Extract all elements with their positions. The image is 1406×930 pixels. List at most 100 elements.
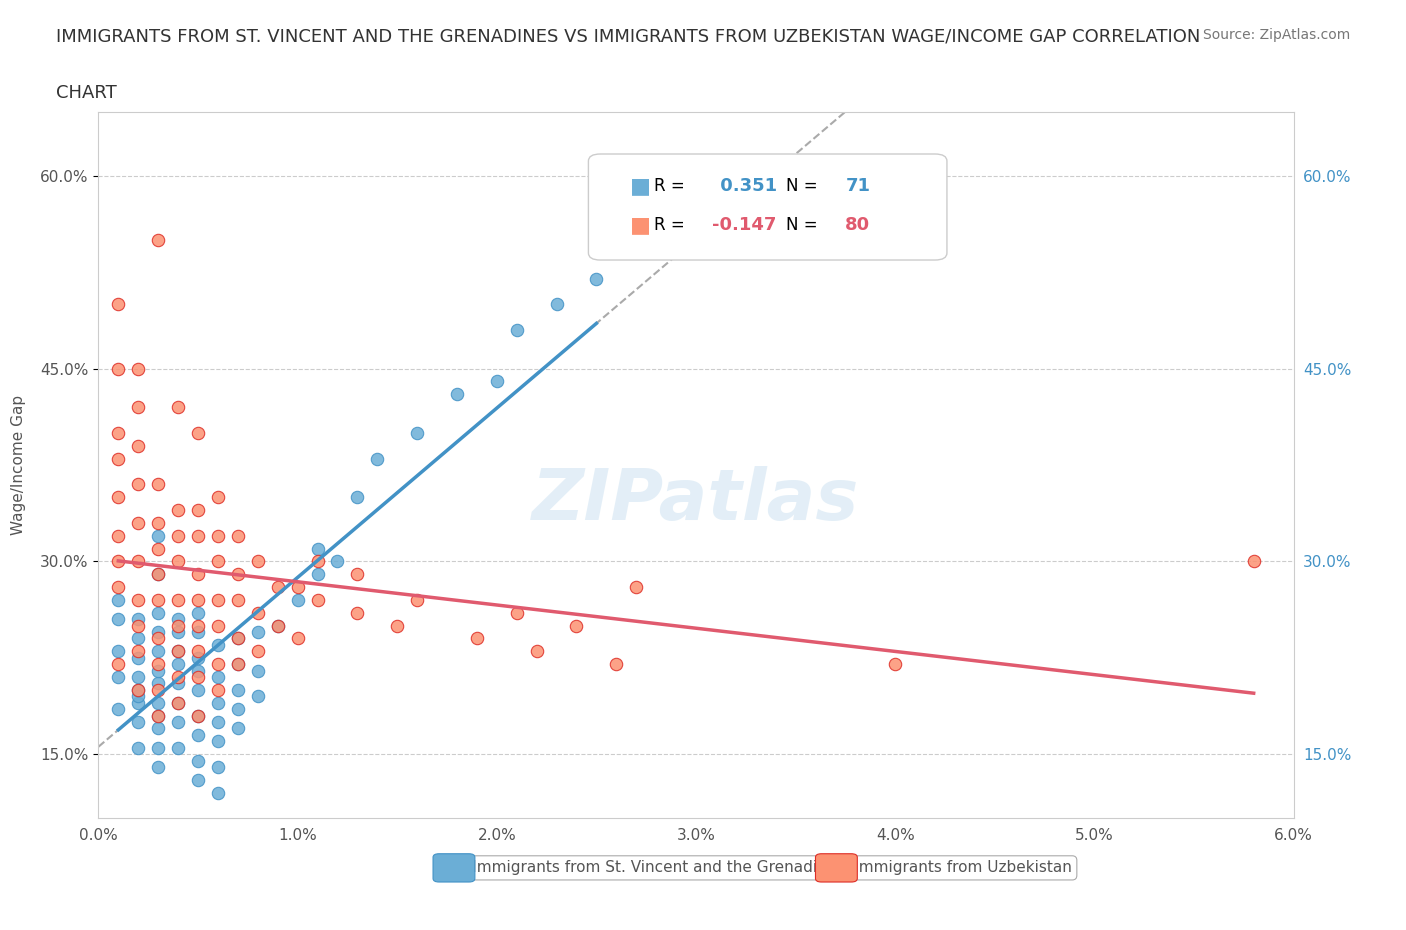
Immigrants from St. Vincent and the Grenadines (187, 773, 209, 788)
Immigrants from Uzbekistan (346, 605, 368, 620)
Text: N =: N = (786, 177, 823, 194)
Immigrants from St. Vincent and the Grenadines (207, 734, 229, 749)
Immigrants from Uzbekistan (207, 528, 229, 543)
Text: 71: 71 (845, 177, 870, 194)
Immigrants from St. Vincent and the Grenadines (226, 702, 249, 717)
Immigrants from Uzbekistan (148, 683, 170, 698)
Immigrants from St. Vincent and the Grenadines (148, 740, 170, 755)
Immigrants from Uzbekistan (187, 502, 209, 517)
Immigrants from Uzbekistan (226, 631, 249, 646)
Immigrants from Uzbekistan (307, 554, 329, 569)
Immigrants from Uzbekistan (127, 477, 149, 492)
Y-axis label: Wage/Income Gap: Wage/Income Gap (11, 395, 27, 535)
Immigrants from St. Vincent and the Grenadines (127, 631, 149, 646)
Immigrants from Uzbekistan (385, 618, 409, 633)
Immigrants from Uzbekistan (207, 618, 229, 633)
Immigrants from Uzbekistan (148, 592, 170, 607)
Immigrants from Uzbekistan (107, 451, 129, 466)
Immigrants from St. Vincent and the Grenadines (148, 696, 170, 711)
Immigrants from Uzbekistan (127, 515, 149, 530)
Immigrants from Uzbekistan (167, 554, 190, 569)
Immigrants from Uzbekistan (167, 528, 190, 543)
Immigrants from St. Vincent and the Grenadines (207, 670, 229, 684)
Immigrants from St. Vincent and the Grenadines (148, 760, 170, 775)
Immigrants from St. Vincent and the Grenadines (267, 618, 290, 633)
Immigrants from Uzbekistan (167, 696, 190, 711)
Immigrants from St. Vincent and the Grenadines (406, 425, 429, 440)
Immigrants from St. Vincent and the Grenadines (207, 696, 229, 711)
Immigrants from Uzbekistan (148, 232, 170, 247)
Immigrants from St. Vincent and the Grenadines (167, 696, 190, 711)
Immigrants from Uzbekistan (127, 644, 149, 658)
Immigrants from St. Vincent and the Grenadines (246, 689, 269, 704)
Text: CHART: CHART (56, 84, 117, 101)
Immigrants from Uzbekistan (127, 554, 149, 569)
Immigrants from St. Vincent and the Grenadines (307, 541, 329, 556)
Immigrants from Uzbekistan (187, 618, 209, 633)
Immigrants from St. Vincent and the Grenadines (187, 708, 209, 723)
Immigrants from St. Vincent and the Grenadines (207, 637, 229, 652)
Immigrants from St. Vincent and the Grenadines (366, 451, 388, 466)
Immigrants from Uzbekistan (167, 644, 190, 658)
Text: ZIPatlas: ZIPatlas (533, 466, 859, 535)
Immigrants from Uzbekistan (148, 541, 170, 556)
Immigrants from Uzbekistan (148, 708, 170, 723)
Immigrants from Uzbekistan (187, 708, 209, 723)
Immigrants from St. Vincent and the Grenadines (127, 650, 149, 665)
Immigrants from St. Vincent and the Grenadines (167, 625, 190, 640)
Immigrants from St. Vincent and the Grenadines (148, 566, 170, 581)
Immigrants from St. Vincent and the Grenadines (167, 676, 190, 691)
Immigrants from St. Vincent and the Grenadines (226, 631, 249, 646)
Immigrants from St. Vincent and the Grenadines (148, 625, 170, 640)
Immigrants from Uzbekistan (307, 592, 329, 607)
Text: ▪ Immigrants from St. Vincent and the Grenadines: ▪ Immigrants from St. Vincent and the Gr… (457, 860, 844, 875)
Immigrants from St. Vincent and the Grenadines (127, 689, 149, 704)
Text: Source: ZipAtlas.com: Source: ZipAtlas.com (1202, 28, 1350, 42)
Immigrants from Uzbekistan (187, 670, 209, 684)
Immigrants from St. Vincent and the Grenadines (546, 297, 568, 312)
Immigrants from Uzbekistan (207, 657, 229, 671)
Immigrants from Uzbekistan (287, 631, 309, 646)
Immigrants from Uzbekistan (226, 592, 249, 607)
Text: ▪ Immigrants from Uzbekistan: ▪ Immigrants from Uzbekistan (839, 860, 1073, 875)
Immigrants from Uzbekistan (267, 579, 290, 594)
Immigrants from Uzbekistan (107, 297, 129, 312)
Immigrants from St. Vincent and the Grenadines (187, 683, 209, 698)
Immigrants from St. Vincent and the Grenadines (127, 740, 149, 755)
Immigrants from Uzbekistan (187, 644, 209, 658)
Immigrants from Uzbekistan (127, 592, 149, 607)
Immigrants from Uzbekistan (465, 631, 488, 646)
Immigrants from Uzbekistan (346, 566, 368, 581)
Immigrants from St. Vincent and the Grenadines (187, 650, 209, 665)
Immigrants from Uzbekistan (267, 618, 290, 633)
Immigrants from St. Vincent and the Grenadines (127, 696, 149, 711)
Immigrants from Uzbekistan (148, 477, 170, 492)
Immigrants from St. Vincent and the Grenadines (167, 612, 190, 627)
FancyBboxPatch shape (815, 854, 858, 882)
Immigrants from St. Vincent and the Grenadines (246, 663, 269, 678)
Immigrants from St. Vincent and the Grenadines (187, 625, 209, 640)
Immigrants from St. Vincent and the Grenadines (127, 670, 149, 684)
Immigrants from Uzbekistan (187, 592, 209, 607)
Immigrants from Uzbekistan (107, 490, 129, 505)
Text: IMMIGRANTS FROM ST. VINCENT AND THE GRENADINES VS IMMIGRANTS FROM UZBEKISTAN WAG: IMMIGRANTS FROM ST. VINCENT AND THE GREN… (56, 28, 1201, 46)
FancyBboxPatch shape (589, 154, 948, 260)
Text: ■: ■ (630, 176, 651, 196)
Immigrants from St. Vincent and the Grenadines (167, 740, 190, 755)
Immigrants from Uzbekistan (246, 644, 269, 658)
Immigrants from Uzbekistan (565, 618, 588, 633)
Immigrants from Uzbekistan (167, 400, 190, 415)
Immigrants from Uzbekistan (127, 361, 149, 376)
Immigrants from Uzbekistan (287, 579, 309, 594)
Immigrants from St. Vincent and the Grenadines (148, 528, 170, 543)
Immigrants from Uzbekistan (626, 579, 648, 594)
Immigrants from Uzbekistan (167, 592, 190, 607)
Immigrants from St. Vincent and the Grenadines (148, 676, 170, 691)
Immigrants from St. Vincent and the Grenadines (585, 272, 607, 286)
Immigrants from St. Vincent and the Grenadines (148, 663, 170, 678)
Immigrants from St. Vincent and the Grenadines (187, 663, 209, 678)
Text: R =: R = (654, 216, 690, 233)
Immigrants from Uzbekistan (107, 657, 129, 671)
Immigrants from Uzbekistan (107, 528, 129, 543)
Immigrants from St. Vincent and the Grenadines (246, 625, 269, 640)
